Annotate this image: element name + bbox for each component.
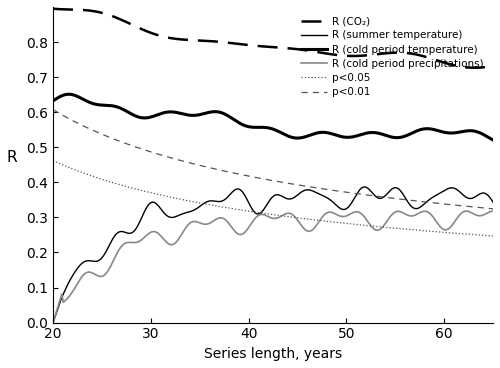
Legend: R (CO₂), R (summer temperature), R (cold period temperature), R (cold period pre: R (CO₂), R (summer temperature), R (cold…	[296, 12, 488, 101]
Y-axis label: R: R	[7, 150, 18, 165]
X-axis label: Series length, years: Series length, years	[204, 347, 342, 361]
